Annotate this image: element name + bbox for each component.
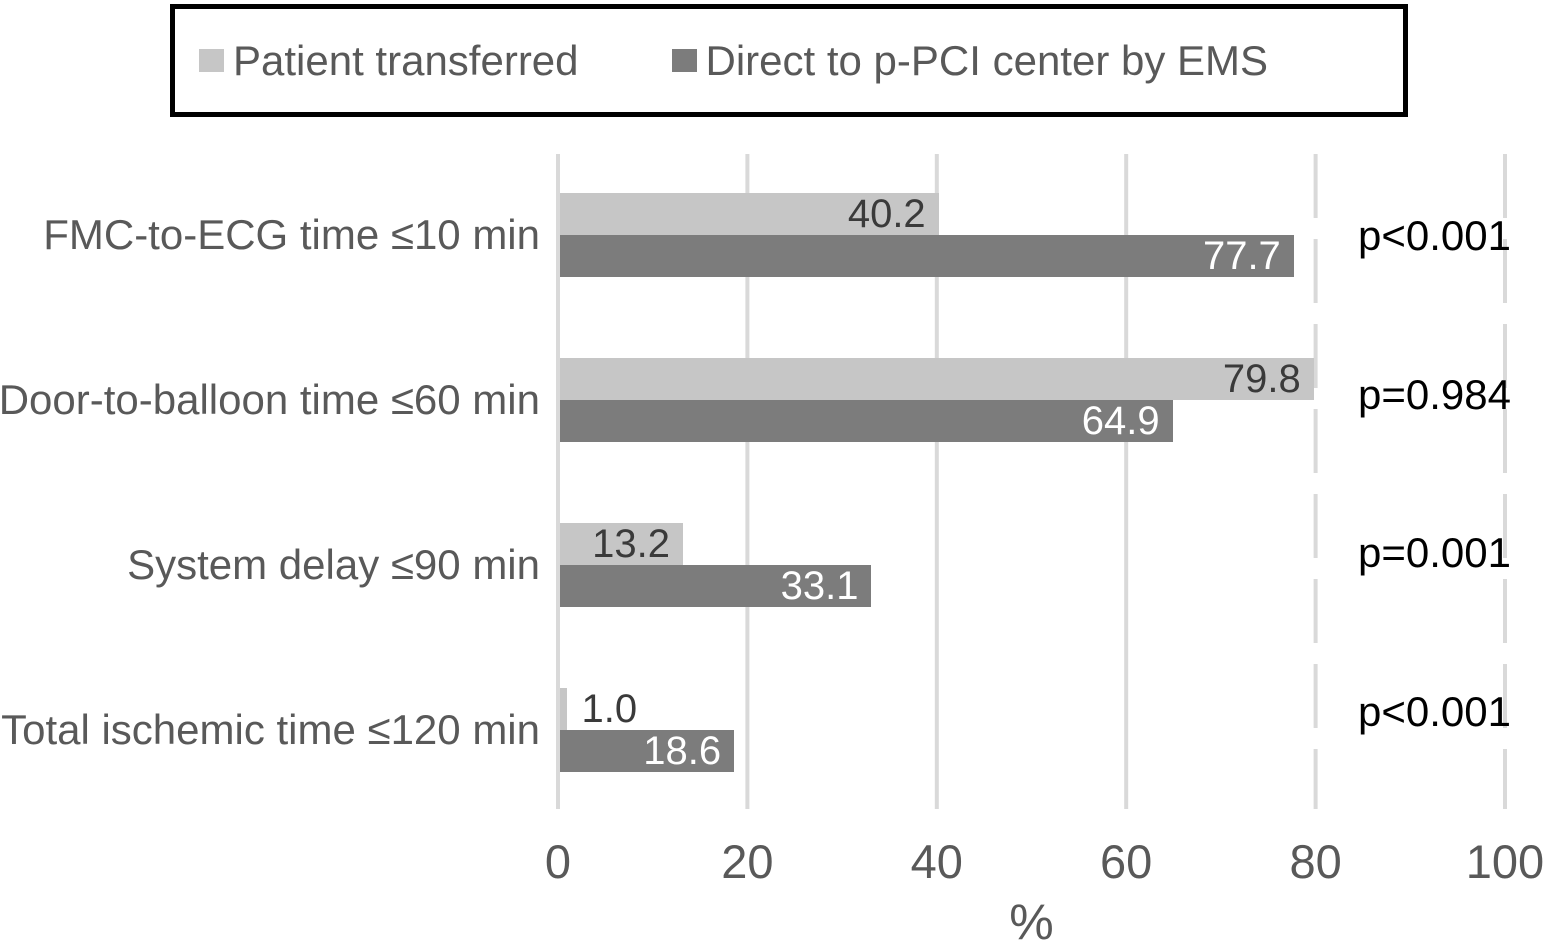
p-value-label: p<0.001 (1358, 688, 1511, 735)
p-value-label: p<0.001 (1358, 212, 1511, 259)
bar-value-label: 79.8 (1222, 357, 1301, 401)
category-label-door-to-balloon-time-60-min: Door-to-balloon time ≤60 min (0, 376, 540, 423)
legend-swatch-light-icon (199, 49, 224, 72)
bar-value-label: 33.1 (780, 564, 859, 608)
x-tick-label-40: 40 (910, 835, 963, 888)
bar-value-label: 13.2 (592, 522, 670, 566)
bar-value-label: 77.7 (1202, 234, 1281, 278)
bar-patient-transferred-system-delay-90-min (560, 523, 683, 565)
bar-direct-to-p-pci-center-by-ems-total-ischemic-time-120-min (560, 730, 735, 772)
bar-patient-transferred-fmc-to-ecg-time-10-min (560, 193, 939, 235)
legend-label-patient-transferred: Patient transferred (233, 36, 579, 84)
bar-patient-transferred-total-ischemic-time-120-min (560, 688, 568, 730)
legend-item-patient-transferred: Patient transferred (199, 37, 579, 85)
x-tick-label-60: 60 (1100, 835, 1153, 888)
legend-label-direct-ems: Direct to p-PCI center by EMS (705, 36, 1269, 84)
x-tick-label-80: 80 (1289, 835, 1342, 888)
legend-swatch-dark-icon (671, 49, 697, 72)
category-label-fmc-to-ecg-time-10-min: FMC-to-ECG time ≤10 min (43, 211, 540, 258)
p-value-label: p=0.001 (1358, 529, 1511, 576)
chart-legend: Patient transferred Direct to p-PCI cent… (170, 4, 1408, 117)
bar-direct-to-p-pci-center-by-ems-fmc-to-ecg-time-10-min (560, 235, 1294, 277)
legend-item-direct-ems: Direct to p-PCI center by EMS (671, 36, 1269, 85)
bar-value-label: 1.0 (581, 687, 638, 731)
bar-direct-to-p-pci-center-by-ems-system-delay-90-min (560, 565, 872, 607)
bar-patient-transferred-door-to-balloon-time-60-min (560, 358, 1314, 400)
category-label-total-ischemic-time-120-min: Total ischemic time ≤120 min (1, 706, 540, 753)
p-value-label: p=0.984 (1358, 371, 1511, 418)
bar-value-label: 18.6 (643, 729, 722, 773)
bar-value-label: 40.2 (847, 192, 926, 236)
x-tick-label-20: 20 (721, 835, 774, 888)
bar-value-label: 64.9 (1081, 399, 1160, 443)
x-tick-label-100: 100 (1465, 835, 1545, 888)
x-axis-title: % (1009, 894, 1054, 946)
x-tick-label-0: 0 (544, 835, 572, 888)
category-label-system-delay-90-min: System delay ≤90 min (127, 541, 540, 588)
bar-direct-to-p-pci-center-by-ems-door-to-balloon-time-60-min (560, 400, 1173, 442)
